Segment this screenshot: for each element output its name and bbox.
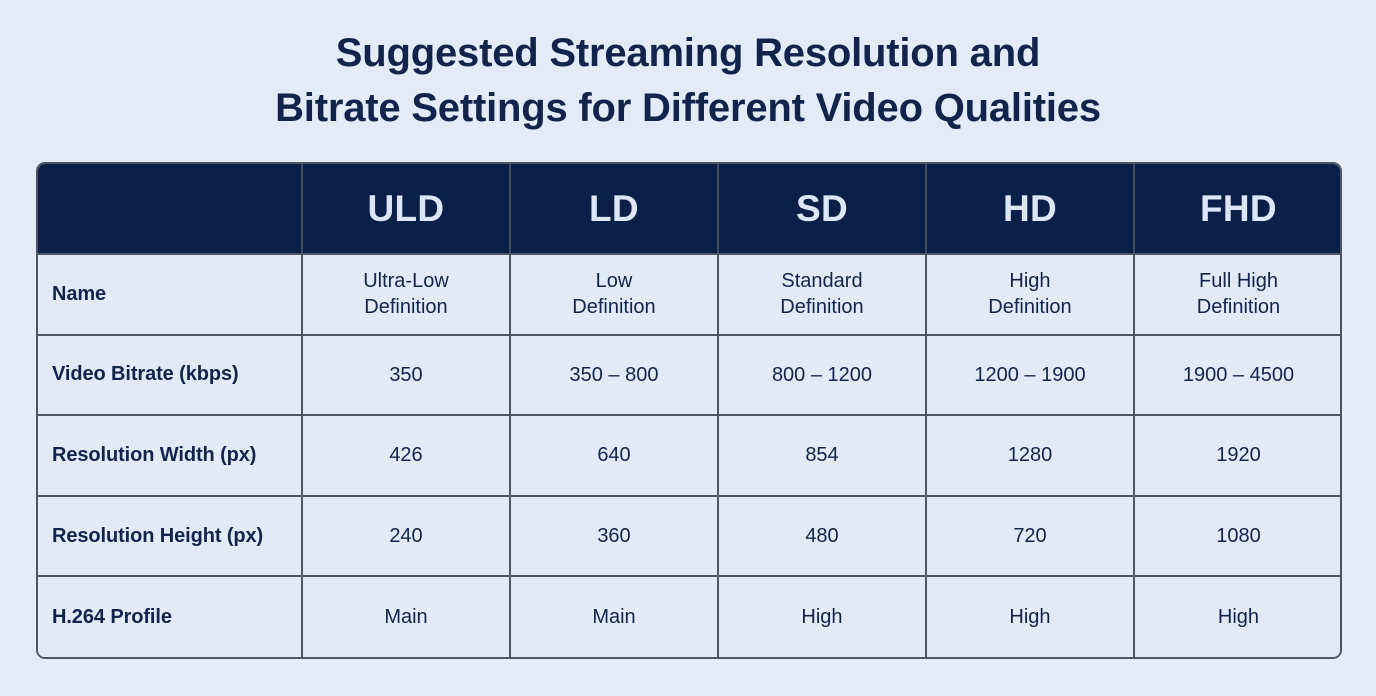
row-label-resolution-width: Resolution Width (px) — [38, 415, 303, 497]
cell-resolution-width-fhd: 1920 — [1134, 415, 1340, 497]
cell-resolution-width-sd: 854 — [718, 415, 927, 497]
cell-resolution-height-uld: 240 — [302, 495, 511, 578]
cell-h264-profile-ld: Main — [510, 576, 719, 657]
cell-line-1: Standard — [781, 270, 863, 293]
page-title: Suggested Streaming Resolution and Bitra… — [0, 26, 1376, 136]
cell-h264-profile-sd: High — [718, 576, 927, 657]
page-title-line-1: Suggested Streaming Resolution and — [335, 31, 1041, 75]
cell-video-bitrate-uld: 350 — [302, 334, 511, 417]
cell-resolution-width-uld: 426 — [302, 415, 511, 497]
cell-h264-profile-uld: Main — [302, 576, 511, 657]
cell-line-2: Definition — [780, 296, 864, 319]
table-body: Name Ultra-Low Definition Low Definition… — [38, 254, 1340, 657]
cell-h264-profile-hd: High — [926, 576, 1135, 657]
table-row: Resolution Width (px) 426 640 854 1280 1… — [38, 415, 1340, 497]
cell-resolution-width-hd: 1280 — [926, 415, 1135, 497]
page-title-line-2: Bitrate Settings for Different Video Qua… — [275, 86, 1101, 130]
cell-name-fhd: Full High Definition — [1134, 254, 1340, 336]
column-header-ld: LD — [510, 164, 719, 255]
row-label-resolution-height: Resolution Height (px) — [38, 495, 303, 578]
row-label-name: Name — [38, 254, 303, 336]
row-label-h264-profile: H.264 Profile — [38, 576, 303, 657]
cell-resolution-height-hd: 720 — [926, 495, 1135, 578]
table-header: ULD LD SD HD FHD — [38, 164, 1340, 255]
cell-line-1: Low — [595, 270, 633, 293]
cell-line-2: Definition — [572, 296, 656, 319]
cell-line-1: Ultra-Low — [363, 270, 449, 293]
cell-line-1: Full High — [1199, 270, 1278, 293]
column-header-fhd: FHD — [1134, 164, 1340, 255]
cell-line-2: Definition — [988, 296, 1072, 319]
column-header-uld: ULD — [302, 164, 511, 255]
cell-line-2: Definition — [1196, 296, 1281, 319]
cell-resolution-height-fhd: 1080 — [1134, 495, 1340, 578]
cell-resolution-height-ld: 360 — [510, 495, 719, 578]
column-header-sd: SD — [718, 164, 927, 255]
cell-line-1: High — [1009, 270, 1051, 293]
cell-video-bitrate-fhd: 1900 – 4500 — [1134, 334, 1340, 417]
cell-resolution-height-sd: 480 — [718, 495, 927, 578]
cell-line-2: Definition — [364, 296, 448, 319]
cell-name-uld: Ultra-Low Definition — [302, 254, 511, 336]
table-header-corner-cell — [38, 164, 303, 255]
resolution-settings-table: ULD LD SD HD FHD Name Ultra-Low Definiti… — [38, 164, 1340, 657]
resolution-settings-table-container: ULD LD SD HD FHD Name Ultra-Low Definiti… — [36, 162, 1342, 659]
table-row: H.264 Profile Main Main High High High — [38, 576, 1340, 657]
table-header-row: ULD LD SD HD FHD — [38, 164, 1340, 255]
cell-resolution-width-ld: 640 — [510, 415, 719, 497]
cell-video-bitrate-sd: 800 – 1200 — [718, 334, 927, 417]
table-row: Resolution Height (px) 240 360 480 720 1… — [38, 495, 1340, 578]
cell-h264-profile-fhd: High — [1134, 576, 1340, 657]
table-row: Name Ultra-Low Definition Low Definition… — [38, 254, 1340, 336]
cell-name-sd: Standard Definition — [718, 254, 927, 336]
cell-video-bitrate-hd: 1200 – 1900 — [926, 334, 1135, 417]
cell-name-hd: High Definition — [926, 254, 1135, 336]
table-row: Video Bitrate (kbps) 350 350 – 800 800 –… — [38, 334, 1340, 417]
row-label-video-bitrate: Video Bitrate (kbps) — [38, 334, 303, 417]
column-header-hd: HD — [926, 164, 1135, 255]
cell-video-bitrate-ld: 350 – 800 — [510, 334, 719, 417]
cell-name-ld: Low Definition — [510, 254, 719, 336]
